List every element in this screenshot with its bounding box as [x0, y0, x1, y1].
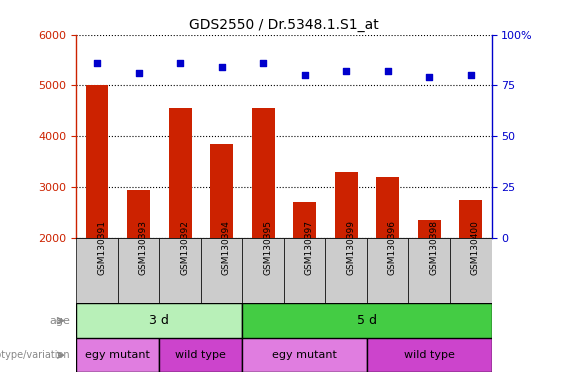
Text: GSM130395: GSM130395: [263, 220, 272, 275]
Point: [134, 70, 143, 76]
Bar: [459, 200, 482, 238]
Bar: [335, 172, 358, 238]
Point: [342, 68, 351, 74]
FancyBboxPatch shape: [242, 303, 492, 338]
Text: GSM130394: GSM130394: [221, 220, 231, 275]
Text: GSM130392: GSM130392: [180, 220, 189, 275]
FancyBboxPatch shape: [367, 238, 408, 303]
FancyBboxPatch shape: [118, 238, 159, 303]
Text: wild type: wild type: [404, 350, 455, 360]
Text: GSM130400: GSM130400: [471, 220, 480, 275]
Text: GSM130397: GSM130397: [305, 220, 314, 275]
FancyBboxPatch shape: [76, 303, 242, 338]
Point: [425, 74, 434, 80]
Bar: [127, 190, 150, 238]
Bar: [376, 177, 399, 238]
FancyBboxPatch shape: [159, 338, 242, 372]
FancyBboxPatch shape: [325, 238, 367, 303]
Text: GSM130399: GSM130399: [346, 220, 355, 275]
FancyBboxPatch shape: [201, 238, 242, 303]
Point: [383, 68, 392, 74]
Point: [259, 60, 268, 66]
Point: [466, 72, 475, 78]
Bar: [86, 86, 108, 238]
FancyBboxPatch shape: [159, 238, 201, 303]
Point: [300, 72, 309, 78]
Text: GSM130396: GSM130396: [388, 220, 397, 275]
Text: 3 d: 3 d: [149, 314, 169, 327]
Text: wild type: wild type: [175, 350, 227, 360]
Text: GSM130398: GSM130398: [429, 220, 438, 275]
Text: GSM130393: GSM130393: [138, 220, 147, 275]
FancyBboxPatch shape: [450, 238, 492, 303]
FancyBboxPatch shape: [242, 338, 367, 372]
FancyBboxPatch shape: [408, 238, 450, 303]
Point: [176, 60, 185, 66]
FancyBboxPatch shape: [76, 338, 159, 372]
FancyBboxPatch shape: [76, 238, 118, 303]
Title: GDS2550 / Dr.5348.1.S1_at: GDS2550 / Dr.5348.1.S1_at: [189, 18, 379, 32]
Point: [93, 60, 102, 66]
FancyBboxPatch shape: [284, 238, 325, 303]
FancyBboxPatch shape: [367, 338, 492, 372]
Text: egy mutant: egy mutant: [272, 350, 337, 360]
Text: age: age: [50, 316, 71, 326]
Text: GSM130391: GSM130391: [97, 220, 106, 275]
FancyBboxPatch shape: [242, 238, 284, 303]
Text: 5 d: 5 d: [357, 314, 377, 327]
Bar: [293, 202, 316, 238]
Bar: [418, 220, 441, 238]
Point: [217, 64, 226, 70]
Text: egy mutant: egy mutant: [85, 350, 150, 360]
Text: genotype/variation: genotype/variation: [0, 350, 71, 360]
Bar: [210, 144, 233, 238]
Bar: [169, 108, 192, 238]
Bar: [252, 108, 275, 238]
